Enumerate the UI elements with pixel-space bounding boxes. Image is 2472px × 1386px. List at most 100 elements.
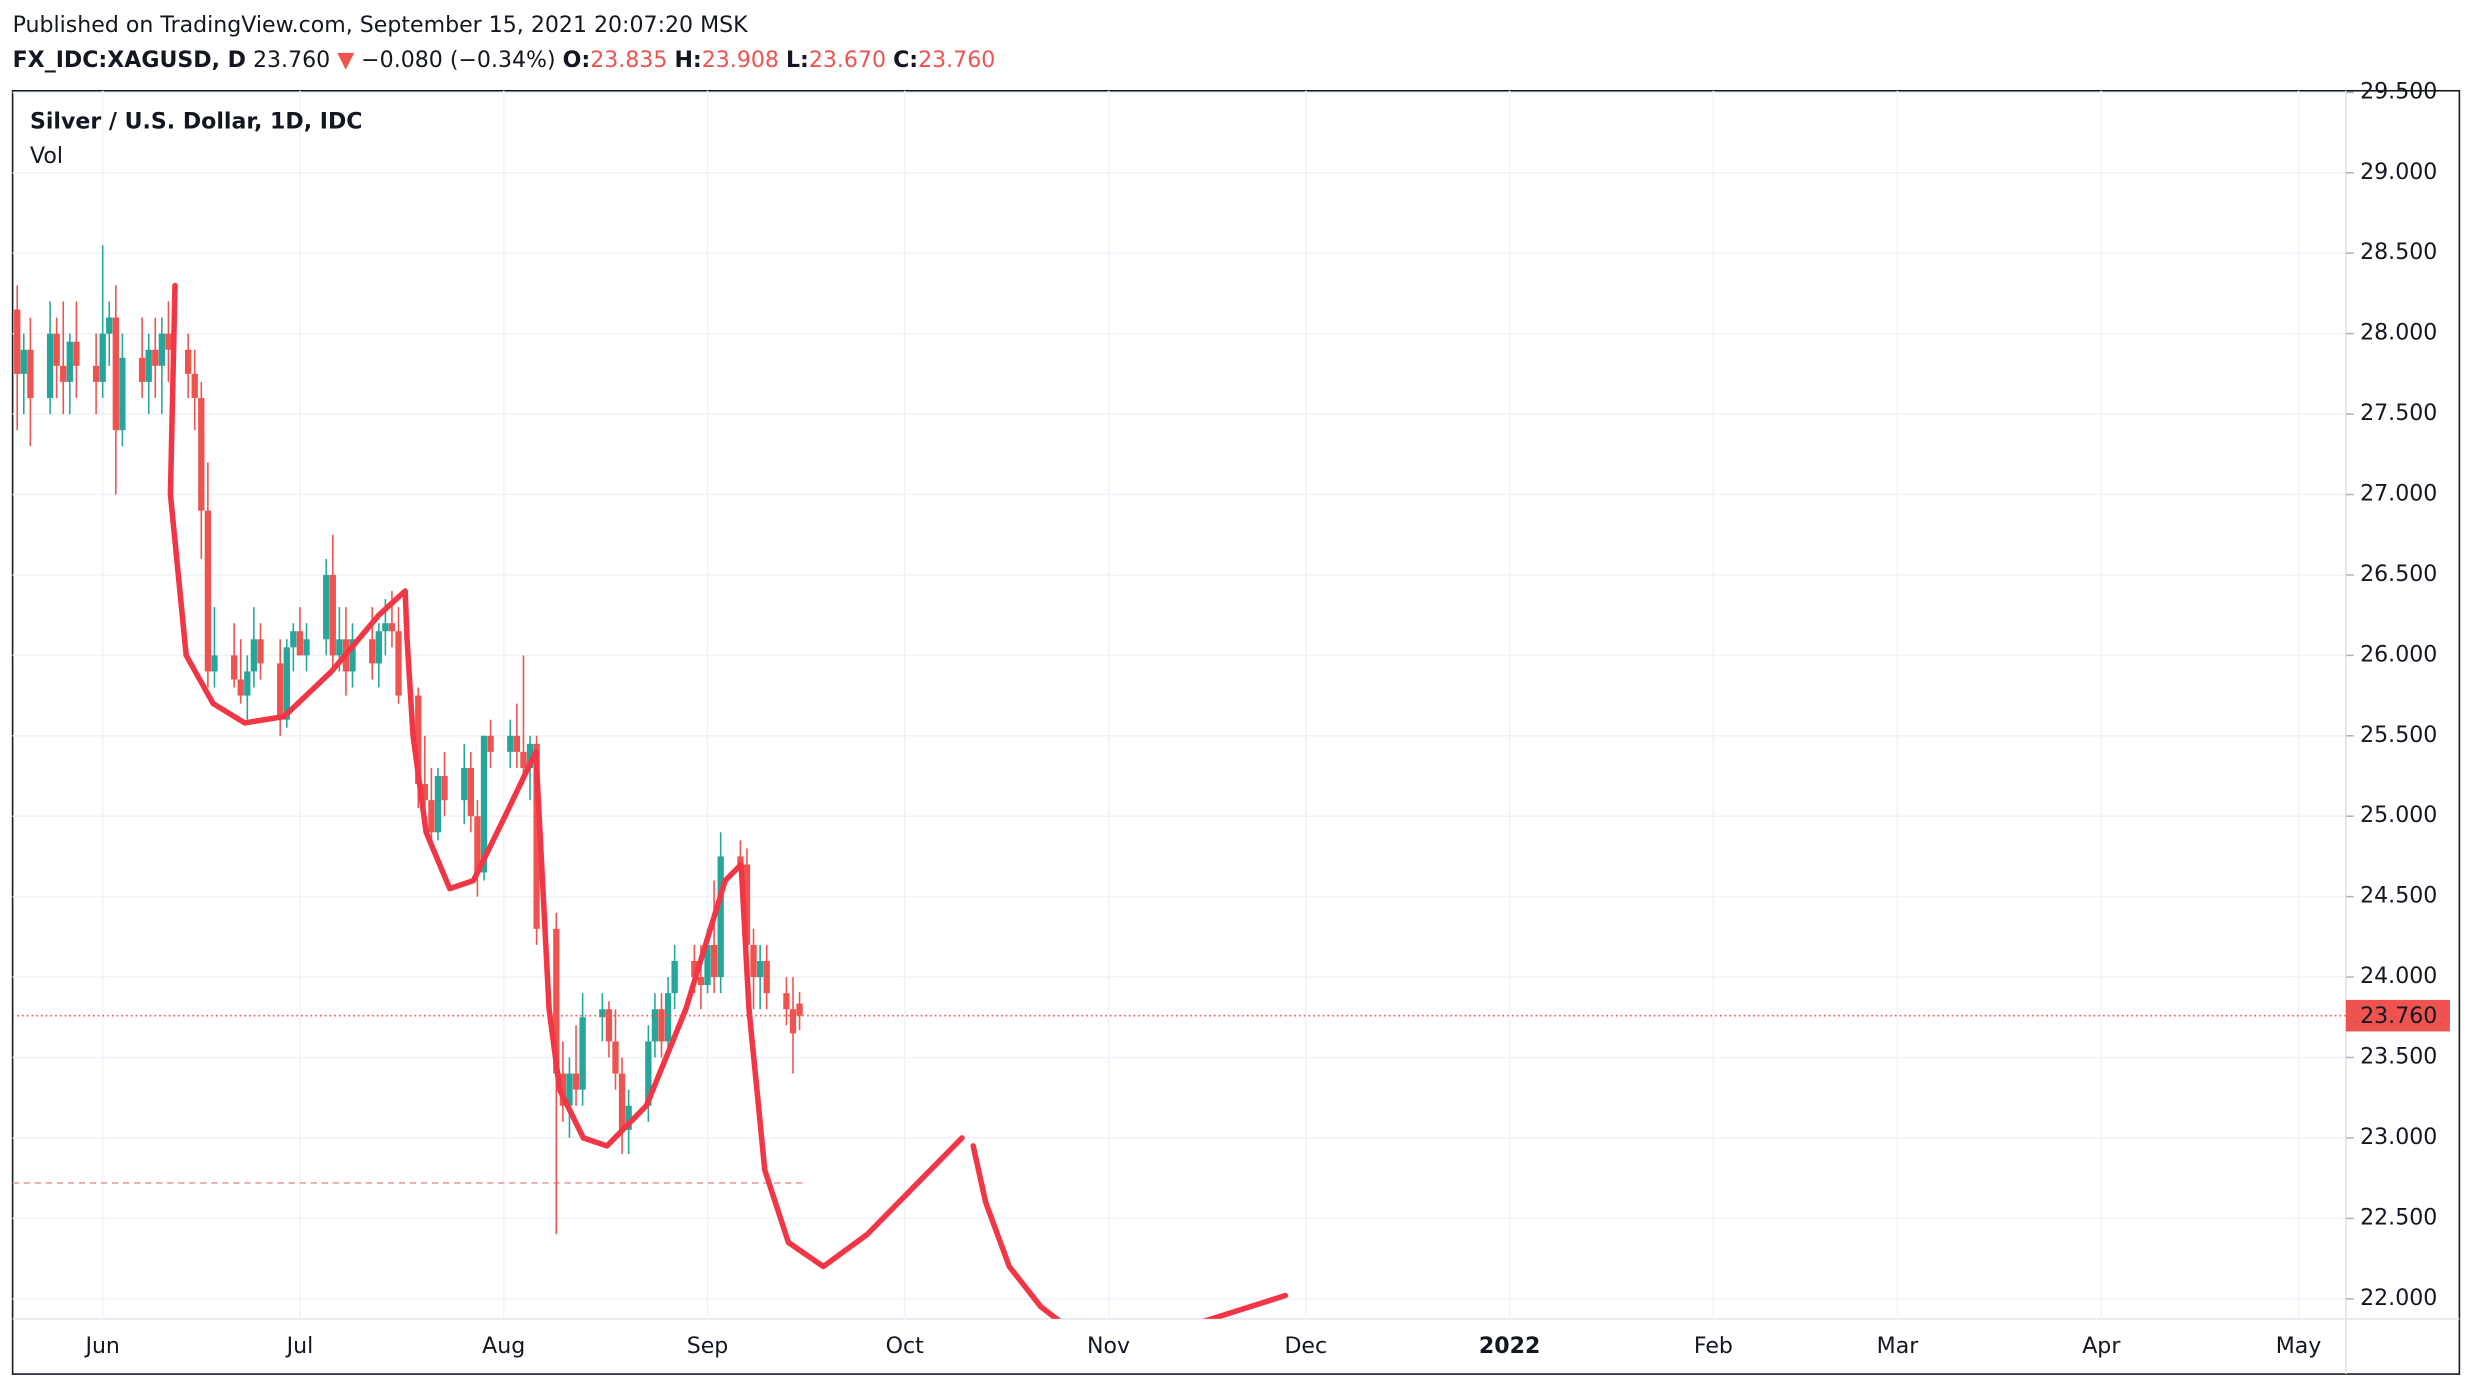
ohlc-line: FX_IDC:XAGUSD, D 23.760 ▼ −0.080 (−0.34%…	[13, 48, 996, 73]
candle-body	[46, 333, 54, 398]
candle-body	[750, 944, 757, 978]
candle-body	[382, 623, 389, 632]
candle-body	[533, 743, 540, 929]
candle-body	[66, 341, 73, 382]
candle-body	[106, 317, 113, 334]
l: 23.670	[809, 48, 886, 73]
candle-body	[231, 655, 238, 680]
candle-body	[415, 695, 422, 785]
candle-body	[395, 631, 402, 696]
candle-body	[27, 349, 34, 398]
last-price-box	[2345, 999, 2450, 1032]
candle-body	[250, 639, 258, 672]
candle-body	[296, 631, 304, 656]
plot	[12, 245, 2346, 1319]
x-tick-label: May	[2276, 1334, 2322, 1359]
candle-body	[428, 800, 435, 833]
y-tick-label: 23.500	[2360, 1044, 2437, 1069]
y-tick-label: 28.500	[2360, 240, 2437, 265]
candle-body	[480, 735, 488, 873]
y-tick-label: 27.000	[2360, 482, 2437, 507]
grid	[12, 90, 2346, 1319]
x-tick-label: Oct	[886, 1334, 924, 1359]
candle-body	[487, 735, 494, 752]
candle-body	[559, 1073, 567, 1106]
candle-body	[671, 960, 678, 994]
candle-body	[467, 767, 475, 817]
o: 23.835	[590, 48, 667, 73]
candle-body	[520, 751, 527, 768]
candle-body	[658, 1009, 665, 1042]
candle-body	[283, 647, 290, 720]
y-tick-label: 26.000	[2360, 642, 2437, 667]
candle-body	[336, 639, 343, 656]
chart-title: Silver / U.S. Dollar, 1D, IDC	[30, 109, 363, 134]
candle-body	[612, 1041, 619, 1074]
published: Published on TradingView.com, September …	[13, 13, 749, 38]
candle-body	[717, 856, 724, 978]
x-tick-label: Mar	[1877, 1334, 1920, 1359]
x-tick-label: Jul	[285, 1334, 314, 1359]
candle-body	[204, 510, 212, 672]
candle-body	[474, 816, 481, 873]
candle-body	[329, 574, 336, 656]
candle-body	[507, 735, 514, 752]
candle-body	[112, 317, 119, 431]
symbol: FX_IDC:XAGUSD, D	[13, 48, 246, 73]
x-tick-label: Aug	[482, 1334, 525, 1359]
c-label: C:	[893, 48, 918, 73]
candle-body	[513, 735, 521, 752]
candle-body	[572, 1073, 580, 1090]
candle-body	[237, 679, 244, 696]
candle-body	[599, 1009, 606, 1018]
candle-body	[553, 928, 560, 1074]
candle-body	[566, 1073, 573, 1106]
y-tick-label: 23.000	[2360, 1125, 2437, 1150]
candle-body	[704, 944, 711, 986]
y-tick-label: 24.000	[2360, 964, 2437, 989]
price: 23.760	[253, 48, 330, 73]
chart-subtitle: Vol	[30, 144, 63, 169]
candle-body	[323, 574, 330, 640]
candle-body	[434, 776, 442, 833]
candle-body	[138, 357, 146, 382]
candle-body	[783, 993, 790, 1010]
frame	[11, 89, 2461, 1375]
candle-body	[526, 743, 534, 768]
candle-body	[257, 639, 264, 664]
candle-body	[53, 333, 60, 366]
y-tick-label: 28.000	[2360, 321, 2437, 346]
candle-body	[152, 349, 159, 366]
y-tick-label: 26.500	[2360, 562, 2437, 587]
candle-body	[184, 349, 192, 374]
candle-body	[303, 639, 310, 656]
candle-body	[789, 1009, 797, 1034]
candle-body	[796, 1003, 803, 1016]
candle-body	[145, 349, 152, 382]
candle-body	[691, 960, 698, 978]
candle-body	[645, 1041, 652, 1106]
candle-body	[737, 856, 744, 865]
arrow: ▼	[337, 48, 354, 73]
x-tick-label: Jun	[83, 1334, 119, 1359]
candle-body	[461, 767, 468, 801]
y-tick-label: 29.000	[2360, 160, 2437, 185]
candle-body	[14, 309, 21, 374]
drawing-line	[167, 282, 965, 1270]
h: 23.908	[702, 48, 779, 73]
c: 23.760	[918, 48, 995, 73]
candle-body	[421, 784, 428, 801]
candle-body	[743, 864, 751, 945]
candle-body	[165, 333, 172, 350]
candle-body	[651, 1009, 659, 1042]
y-tick-label: 22.000	[2360, 1286, 2437, 1311]
candle-body	[290, 631, 297, 648]
candle-body	[625, 1105, 632, 1130]
x-tick-label: 2022	[1479, 1334, 1540, 1359]
y-tick-label: 25.500	[2360, 723, 2437, 748]
candle-body	[697, 977, 705, 986]
y-tick-label: 25.000	[2360, 803, 2437, 828]
candle-body	[191, 373, 198, 398]
candle-body	[198, 397, 205, 511]
